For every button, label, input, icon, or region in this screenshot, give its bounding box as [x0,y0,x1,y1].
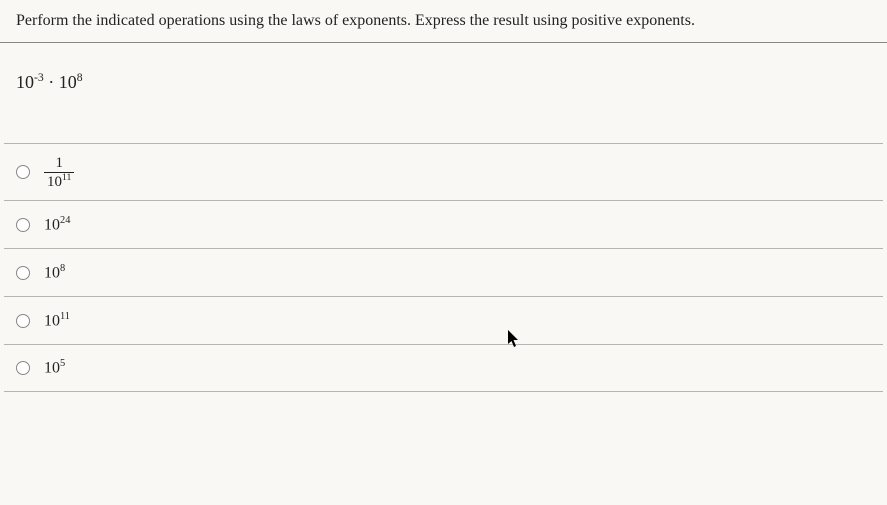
options-list: 1 1011 1024 108 1011 [4,143,883,392]
opt-exp: 11 [60,311,70,322]
opt-base: 10 [44,312,60,329]
radio-button[interactable] [16,218,30,232]
fraction-denominator: 1011 [44,172,74,191]
opt-exp: 24 [60,215,70,226]
opt-exp: 8 [60,263,65,274]
option-row[interactable]: 105 [4,344,883,392]
quiz-page: Perform the indicated operations using t… [0,0,887,505]
option-5-label: 105 [44,358,65,377]
fraction-numerator: 1 [52,155,66,172]
radio-button[interactable] [16,314,30,328]
exp-operator: · [48,72,54,92]
fraction: 1 1011 [44,155,74,190]
instruction-text: Perform the indicated operations using t… [0,0,887,38]
option-1-label: 1 1011 [44,154,74,190]
option-4-label: 1011 [44,311,70,330]
den-exp: 11 [62,172,71,183]
exp-exp2: 8 [77,71,83,84]
radio-button[interactable] [16,165,30,179]
radio-button[interactable] [16,361,30,375]
option-3-label: 108 [44,263,65,282]
option-row[interactable]: 108 [4,248,883,296]
radio-button[interactable] [16,266,30,280]
exp-base1: 10 [16,72,34,92]
opt-base: 10 [44,216,60,233]
problem-expression: 10-3 · 108 [0,43,887,143]
option-row[interactable]: 1024 [4,200,883,248]
exp-exp1: -3 [34,71,44,84]
opt-exp: 5 [60,358,65,369]
option-row[interactable]: 1011 [4,296,883,344]
opt-base: 10 [44,264,60,281]
den-base: 10 [47,174,62,190]
exp-base2: 10 [59,72,77,92]
opt-base: 10 [44,360,60,377]
option-row[interactable]: 1 1011 [4,143,883,200]
option-2-label: 1024 [44,215,70,234]
